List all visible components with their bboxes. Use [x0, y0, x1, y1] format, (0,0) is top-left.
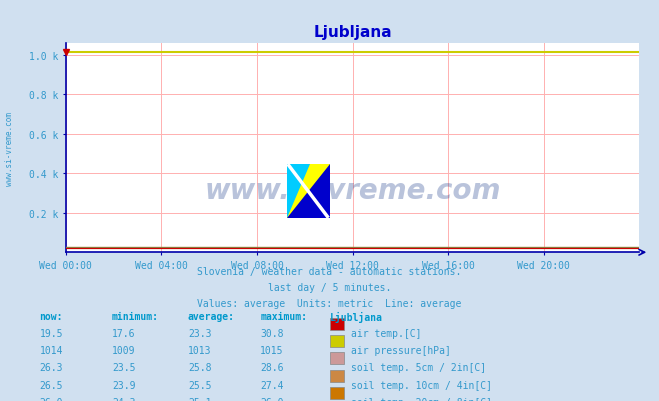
- Text: 25.1: 25.1: [188, 397, 212, 401]
- Text: soil temp. 10cm / 4in[C]: soil temp. 10cm / 4in[C]: [351, 380, 492, 390]
- Text: soil temp. 5cm / 2in[C]: soil temp. 5cm / 2in[C]: [351, 363, 486, 373]
- Text: 25.5: 25.5: [188, 380, 212, 390]
- Polygon shape: [287, 164, 330, 219]
- Text: 23.3: 23.3: [188, 328, 212, 338]
- Text: Slovenia / weather data - automatic stations.: Slovenia / weather data - automatic stat…: [197, 267, 462, 277]
- Text: 25.8: 25.8: [188, 363, 212, 373]
- Text: Values: average  Units: metric  Line: average: Values: average Units: metric Line: aver…: [197, 299, 462, 309]
- Text: Ljubljana: Ljubljana: [330, 311, 382, 322]
- Text: last day / 5 minutes.: last day / 5 minutes.: [268, 283, 391, 293]
- Text: 1013: 1013: [188, 345, 212, 355]
- Text: average:: average:: [188, 311, 235, 321]
- Text: 30.8: 30.8: [260, 328, 284, 338]
- Text: 17.6: 17.6: [112, 328, 136, 338]
- Text: www.si-vreme.com: www.si-vreme.com: [204, 176, 501, 204]
- Text: 1014: 1014: [40, 345, 63, 355]
- Text: now:: now:: [40, 311, 63, 321]
- Text: maximum:: maximum:: [260, 311, 307, 321]
- Text: 27.4: 27.4: [260, 380, 284, 390]
- Text: 28.6: 28.6: [260, 363, 284, 373]
- Polygon shape: [287, 164, 330, 219]
- Text: 24.3: 24.3: [112, 397, 136, 401]
- Text: 23.5: 23.5: [112, 363, 136, 373]
- Text: www.si-vreme.com: www.si-vreme.com: [5, 111, 14, 185]
- Text: 26.5: 26.5: [40, 380, 63, 390]
- Text: minimum:: minimum:: [112, 311, 159, 321]
- Text: 26.0: 26.0: [260, 397, 284, 401]
- Text: 1009: 1009: [112, 345, 136, 355]
- Text: 19.5: 19.5: [40, 328, 63, 338]
- Text: 26.0: 26.0: [40, 397, 63, 401]
- Text: air temp.[C]: air temp.[C]: [351, 328, 421, 338]
- Text: soil temp. 20cm / 8in[C]: soil temp. 20cm / 8in[C]: [351, 397, 492, 401]
- Polygon shape: [287, 164, 310, 219]
- Text: 23.9: 23.9: [112, 380, 136, 390]
- Title: Ljubljana: Ljubljana: [313, 25, 392, 40]
- Text: air pressure[hPa]: air pressure[hPa]: [351, 345, 451, 355]
- Text: 1015: 1015: [260, 345, 284, 355]
- Text: 26.3: 26.3: [40, 363, 63, 373]
